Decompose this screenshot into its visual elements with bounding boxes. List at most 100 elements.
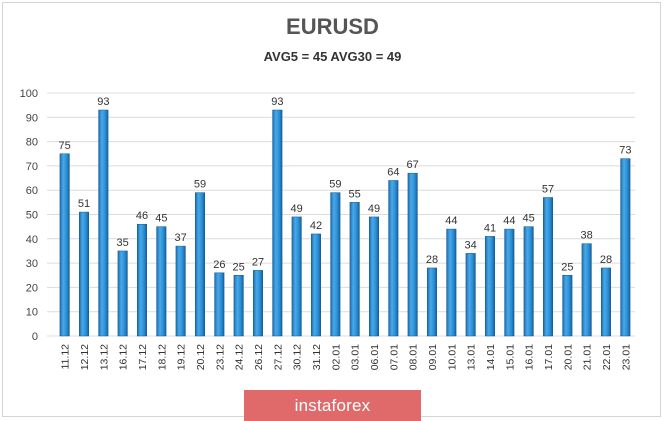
bar	[543, 197, 553, 337]
bar	[485, 236, 495, 337]
bar	[504, 228, 515, 337]
x-tick-label: 11.12	[60, 344, 72, 370]
y-tick-label: 50	[26, 210, 38, 222]
bars	[59, 109, 631, 337]
bar	[233, 275, 244, 337]
bar	[214, 272, 225, 337]
data-label: 46	[136, 210, 148, 222]
logo-text: instaforex	[294, 395, 371, 415]
data-label: 25	[561, 261, 573, 273]
data-label: 49	[368, 203, 380, 215]
x-tick-label: 20.01	[562, 344, 574, 370]
x-tick-label: 23.12	[214, 344, 226, 370]
x-tick-label: 10.01	[446, 344, 458, 370]
x-tick-label: 16.12	[118, 344, 130, 370]
x-tick-label: 07.01	[388, 344, 400, 370]
bar	[601, 267, 611, 337]
x-tick-label: 12.12	[79, 344, 91, 370]
x-tick-label: 18.12	[156, 344, 168, 370]
bar	[117, 250, 128, 337]
bar	[562, 275, 573, 337]
x-tick-label: 16.01	[524, 344, 536, 370]
data-label: 75	[59, 140, 71, 152]
y-tick-label: 0	[32, 331, 38, 343]
y-tick-label: 80	[26, 137, 38, 149]
y-tick-label: 20	[26, 282, 38, 294]
bar	[272, 109, 283, 337]
bar	[581, 243, 592, 337]
data-label: 67	[407, 159, 419, 171]
data-label: 59	[329, 179, 341, 191]
x-tick-label: 20.12	[195, 344, 207, 370]
y-axis-tick-labels: 0 10 20 30 40 50 60 70 80 90 100	[20, 88, 38, 343]
x-tick-label: 24.12	[234, 344, 246, 370]
data-label: 42	[310, 220, 322, 232]
data-label: 27	[252, 256, 264, 268]
data-label: 49	[291, 203, 303, 215]
data-label: 64	[387, 166, 399, 178]
y-tick-label: 40	[26, 234, 38, 246]
bar	[369, 216, 379, 337]
bar	[523, 226, 534, 337]
y-tick-label: 70	[26, 161, 38, 173]
data-label: 51	[78, 198, 90, 210]
data-label: 34	[465, 239, 477, 251]
bar	[291, 216, 302, 337]
x-tick-label: 03.01	[350, 344, 362, 370]
bar	[407, 172, 418, 337]
bar	[330, 192, 341, 337]
x-tick-label: 08.01	[408, 344, 420, 370]
x-tick-label: 17.01	[543, 344, 555, 370]
data-label: 93	[271, 96, 283, 108]
x-tick-label: 21.01	[582, 344, 594, 370]
data-labels: 75 51 93 35 46 45 37 59 26 25 27 93 49 42 59 55 49 64 67 28…	[59, 96, 632, 273]
x-tick-label: 22.01	[601, 344, 613, 370]
data-label: 57	[542, 183, 554, 195]
data-label: 35	[117, 237, 129, 249]
y-tick-label: 60	[26, 185, 38, 197]
x-tick-label: 09.01	[427, 344, 439, 370]
data-label: 26	[213, 259, 225, 271]
bar	[79, 211, 89, 337]
x-tick-label: 14.01	[485, 344, 497, 370]
x-tick-label: 30.12	[292, 344, 304, 370]
data-label: 44	[445, 215, 457, 227]
data-label: 41	[484, 222, 496, 234]
x-tick-label: 31.12	[311, 344, 323, 370]
x-tick-label: 27.12	[272, 344, 284, 370]
bar	[620, 158, 631, 337]
chart-title: EURUSD	[286, 14, 379, 39]
x-tick-label: 06.01	[369, 344, 381, 370]
x-tick-label: 02.01	[330, 344, 342, 370]
data-label: 45	[523, 213, 535, 225]
bar	[388, 180, 399, 337]
x-tick-label: 17.12	[137, 344, 149, 370]
x-tick-label: 23.01	[620, 344, 632, 370]
x-tick-label: 15.01	[504, 344, 516, 370]
data-label: 28	[600, 254, 612, 266]
y-tick-label: 90	[26, 112, 38, 124]
x-tick-label: 26.12	[253, 344, 265, 370]
data-label: 93	[97, 96, 109, 108]
x-axis-tick-labels: 11.12 12.12 13.12 16.12 17.12 18.12 19.12 20.12…	[60, 344, 633, 370]
bar	[465, 253, 476, 337]
bar	[446, 228, 457, 337]
data-label: 45	[155, 213, 167, 225]
y-tick-label: 100	[20, 88, 38, 100]
chart-subtitle: AVG5 = 45 AVG30 = 49	[263, 49, 402, 64]
bar	[349, 202, 360, 337]
data-label: 44	[503, 215, 515, 227]
data-label: 37	[175, 232, 187, 244]
bar	[175, 245, 186, 337]
bar	[427, 267, 437, 337]
data-label: 28	[426, 254, 438, 266]
x-tick-label: 13.12	[98, 344, 110, 370]
y-tick-label: 10	[26, 307, 38, 319]
bar	[59, 153, 70, 337]
bar	[311, 233, 321, 337]
bar	[98, 109, 109, 337]
x-tick-label: 13.01	[466, 344, 478, 370]
bar	[253, 270, 263, 337]
data-label: 73	[619, 145, 631, 157]
